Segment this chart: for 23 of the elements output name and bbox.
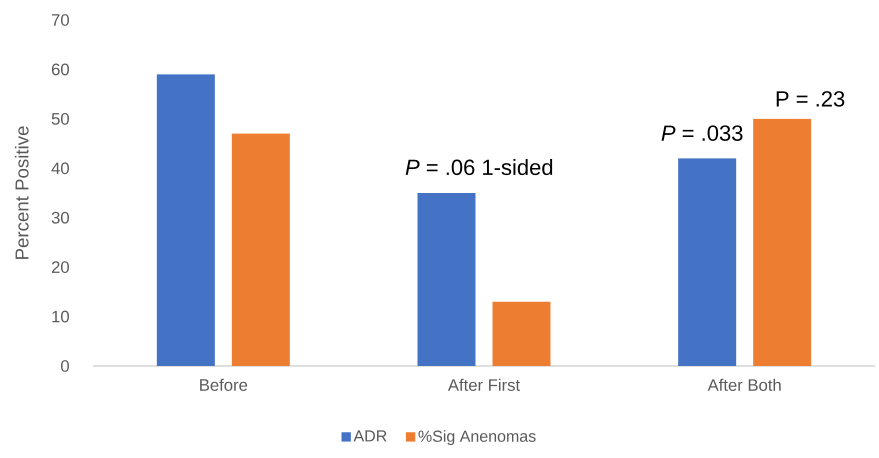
y-tick-label: 50 (52, 112, 69, 125)
annotation: P = .23 (776, 91, 844, 107)
legend-label: ADR (354, 430, 387, 442)
y-tick-label: 60 (52, 64, 69, 76)
bar (492, 302, 550, 366)
x-tick-label: Before (200, 378, 248, 391)
bar (418, 193, 476, 366)
annotation: P = .06 1-sided (406, 158, 552, 176)
y-tick-label: 10 (52, 310, 69, 322)
bar (156, 74, 215, 366)
bar (232, 134, 290, 366)
x-tick-label: After First (448, 378, 520, 391)
bar (753, 118, 812, 366)
y-axis-title: Percent Positive (14, 126, 29, 259)
x-tick-label: After Both (708, 378, 781, 391)
y-tick-label: 30 (52, 212, 69, 224)
y-tick-label: 70 (52, 14, 69, 26)
y-tick-label: 20 (52, 261, 69, 274)
bar (678, 158, 736, 366)
y-tick-label: 0 (61, 360, 69, 372)
annotation: P = .033 (662, 125, 742, 141)
legend-label: %Sig Anenomas (418, 430, 536, 446)
y-tick-label: 40 (51, 162, 69, 174)
